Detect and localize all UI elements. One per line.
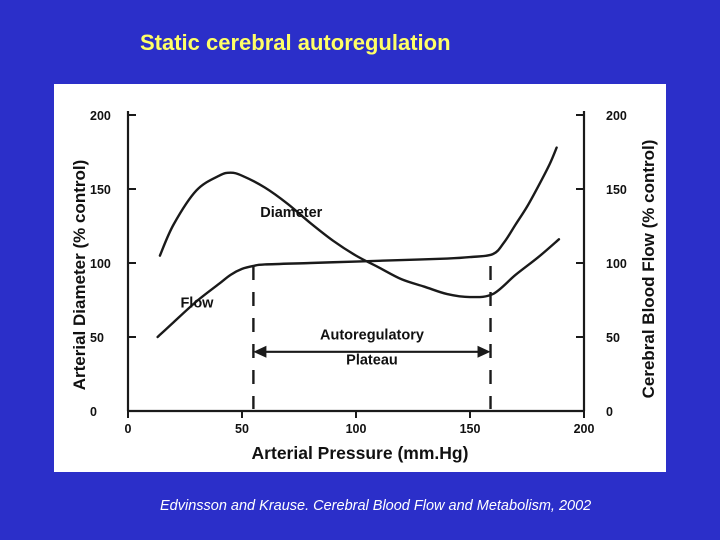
annotations: Diameter Flow Autoregulatory Plateau	[180, 205, 492, 409]
left-axis-label: Arterial Diameter (% control)	[70, 160, 89, 391]
x-tick-label: 100	[346, 422, 367, 436]
right-tick-label: 150	[606, 183, 627, 197]
right-tick-label: 0	[606, 405, 613, 419]
x-axis-label: Arterial Pressure (mm.Hg)	[252, 443, 469, 463]
diameter-series-label: Diameter	[260, 205, 322, 221]
flow-series-label: Flow	[180, 295, 214, 311]
right-axis-label: Cerebral Blood Flow (% control)	[639, 140, 658, 399]
right-tick-label: 100	[606, 257, 627, 271]
flow-series-line	[156, 146, 558, 339]
left-tick-label: 200	[90, 109, 111, 123]
plateau-label-line1: Autoregulatory	[320, 327, 424, 343]
x-tick-label: 50	[235, 422, 249, 436]
left-tick-label: 50	[90, 331, 104, 345]
right-tick-label: 50	[606, 331, 620, 345]
curves	[156, 146, 561, 339]
right-tick-label: 200	[606, 109, 627, 123]
left-tick-label: 150	[90, 183, 111, 197]
left-tick-label: 100	[90, 257, 111, 271]
x-tick-label: 0	[125, 422, 132, 436]
citation: Edvinsson and Krause. Cerebral Blood Flo…	[160, 498, 592, 514]
x-tick-label: 150	[460, 422, 481, 436]
diameter-series-line	[158, 171, 561, 299]
autoregulation-chart: Arterial Pressure (mm.Hg) Arterial Diamet…	[70, 109, 658, 463]
left-tick-label: 0	[90, 405, 97, 419]
slide-title: Static cerebral autoregulation	[140, 30, 451, 55]
plateau-arrow-right-head	[477, 345, 491, 358]
plateau-arrow-left-head	[253, 345, 267, 358]
ticks: 0 0 50 50 100 100 150 150 200 200 0 50 100 150 200	[90, 109, 627, 436]
plateau-label-line2: Plateau	[346, 353, 398, 369]
chart-panel: Arterial Pressure (mm.Hg) Arterial Diamet…	[54, 84, 666, 472]
x-tick-label: 200	[574, 422, 595, 436]
axes: Arterial Pressure (mm.Hg) Arterial Diamet…	[70, 111, 658, 463]
